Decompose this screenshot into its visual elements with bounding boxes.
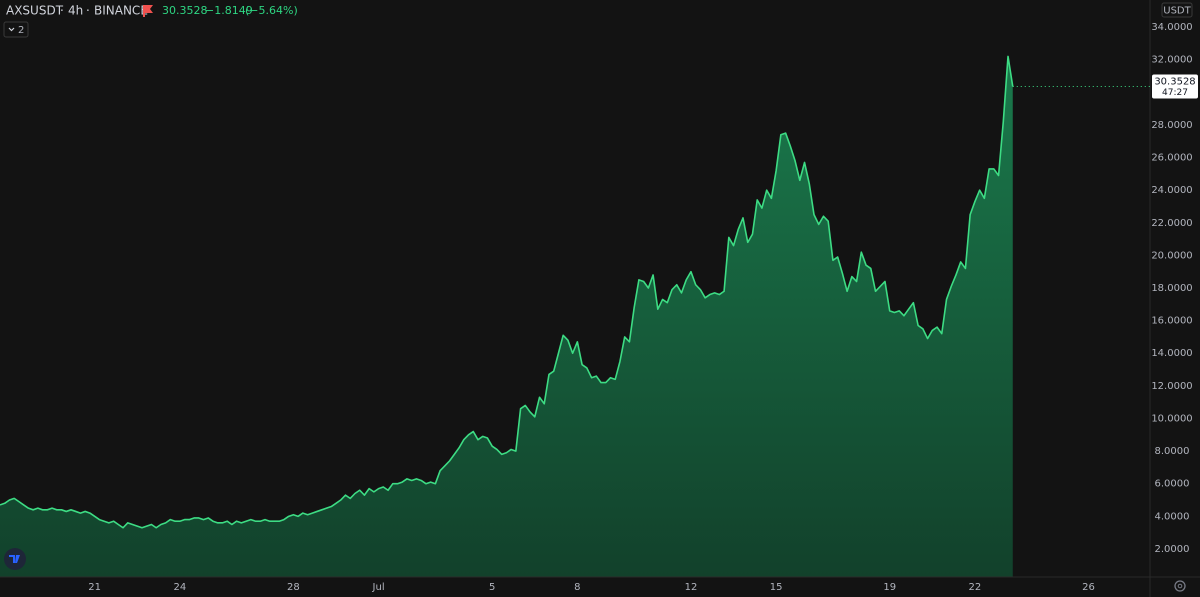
y-tick-label: 4.0000 [1155, 511, 1190, 522]
y-tick-label: 28.0000 [1151, 120, 1192, 131]
y-tick-label: 14.0000 [1151, 348, 1192, 359]
currency-button[interactable] [1161, 2, 1193, 18]
time-axis: 21 24 28 Jul 5 8 12 15 19 22 26 [88, 582, 1095, 593]
x-tick-label: 22 [969, 582, 982, 593]
y-tick-label: 32.0000 [1151, 55, 1192, 66]
gear-center [1177, 583, 1183, 589]
y-tick-label: 8.0000 [1155, 446, 1190, 457]
logo-mark [9, 555, 20, 563]
x-tick-label: 24 [173, 582, 186, 593]
x-tick-label: 21 [88, 582, 101, 593]
exchange: BINANCE [94, 4, 148, 18]
y-tick-label: 2.0000 [1155, 544, 1190, 555]
y-tick-label: 26.0000 [1151, 153, 1192, 164]
gear [1174, 580, 1186, 592]
x-tick-label: 12 [685, 582, 698, 593]
y-tick-label: 6.0000 [1155, 479, 1190, 490]
x-tick-label: 15 [770, 582, 783, 593]
settings-icon[interactable] [1174, 580, 1186, 592]
x-tick-label: Jul [372, 582, 385, 593]
flag-icon[interactable] [143, 5, 153, 17]
separator: · [60, 4, 64, 18]
x-tick-label: 26 [1082, 582, 1095, 593]
y-tick-label: 18.0000 [1151, 283, 1192, 294]
y-tick-label: 10.0000 [1151, 413, 1192, 424]
y-tick-label: 20.0000 [1151, 250, 1192, 261]
currency: USDT [1163, 6, 1191, 17]
x-tick-label: 28 [287, 582, 300, 593]
price-label-box [1152, 74, 1198, 99]
x-tick-label: 5 [489, 582, 495, 593]
area-fill [0, 56, 1013, 578]
x-tick-label: 8 [574, 582, 580, 593]
y-tick-label: 24.0000 [1151, 185, 1192, 196]
interval: 4h [68, 4, 83, 18]
countdown: 47:27 [1162, 88, 1188, 98]
y-tick-label: 34.0000 [1151, 22, 1192, 33]
y-tick-label: 16.0000 [1151, 316, 1192, 327]
indicator-toggle[interactable] [3, 21, 29, 38]
symbol: AXSUSDT [6, 4, 64, 18]
price-label: 30.3528 [1154, 77, 1195, 88]
y-tick-label: 22.0000 [1151, 218, 1192, 229]
price-change: −1.8149 [205, 4, 253, 17]
price-line [0, 55, 1014, 529]
indicator-count: 2 [18, 25, 24, 36]
y-tick-label: 12.0000 [1151, 381, 1192, 392]
last-price: 30.3528 [162, 4, 208, 17]
chevron-icon [8, 27, 15, 32]
price-change-percent: (−5.64%) [245, 4, 298, 17]
price-axis: 2.0000 4.0000 6.0000 8.0000 10.0000 12.0000 14… [1151, 22, 1192, 555]
separator: · [86, 4, 90, 18]
plot-area [0, 55, 1014, 578]
x-tick-label: 19 [883, 582, 896, 593]
